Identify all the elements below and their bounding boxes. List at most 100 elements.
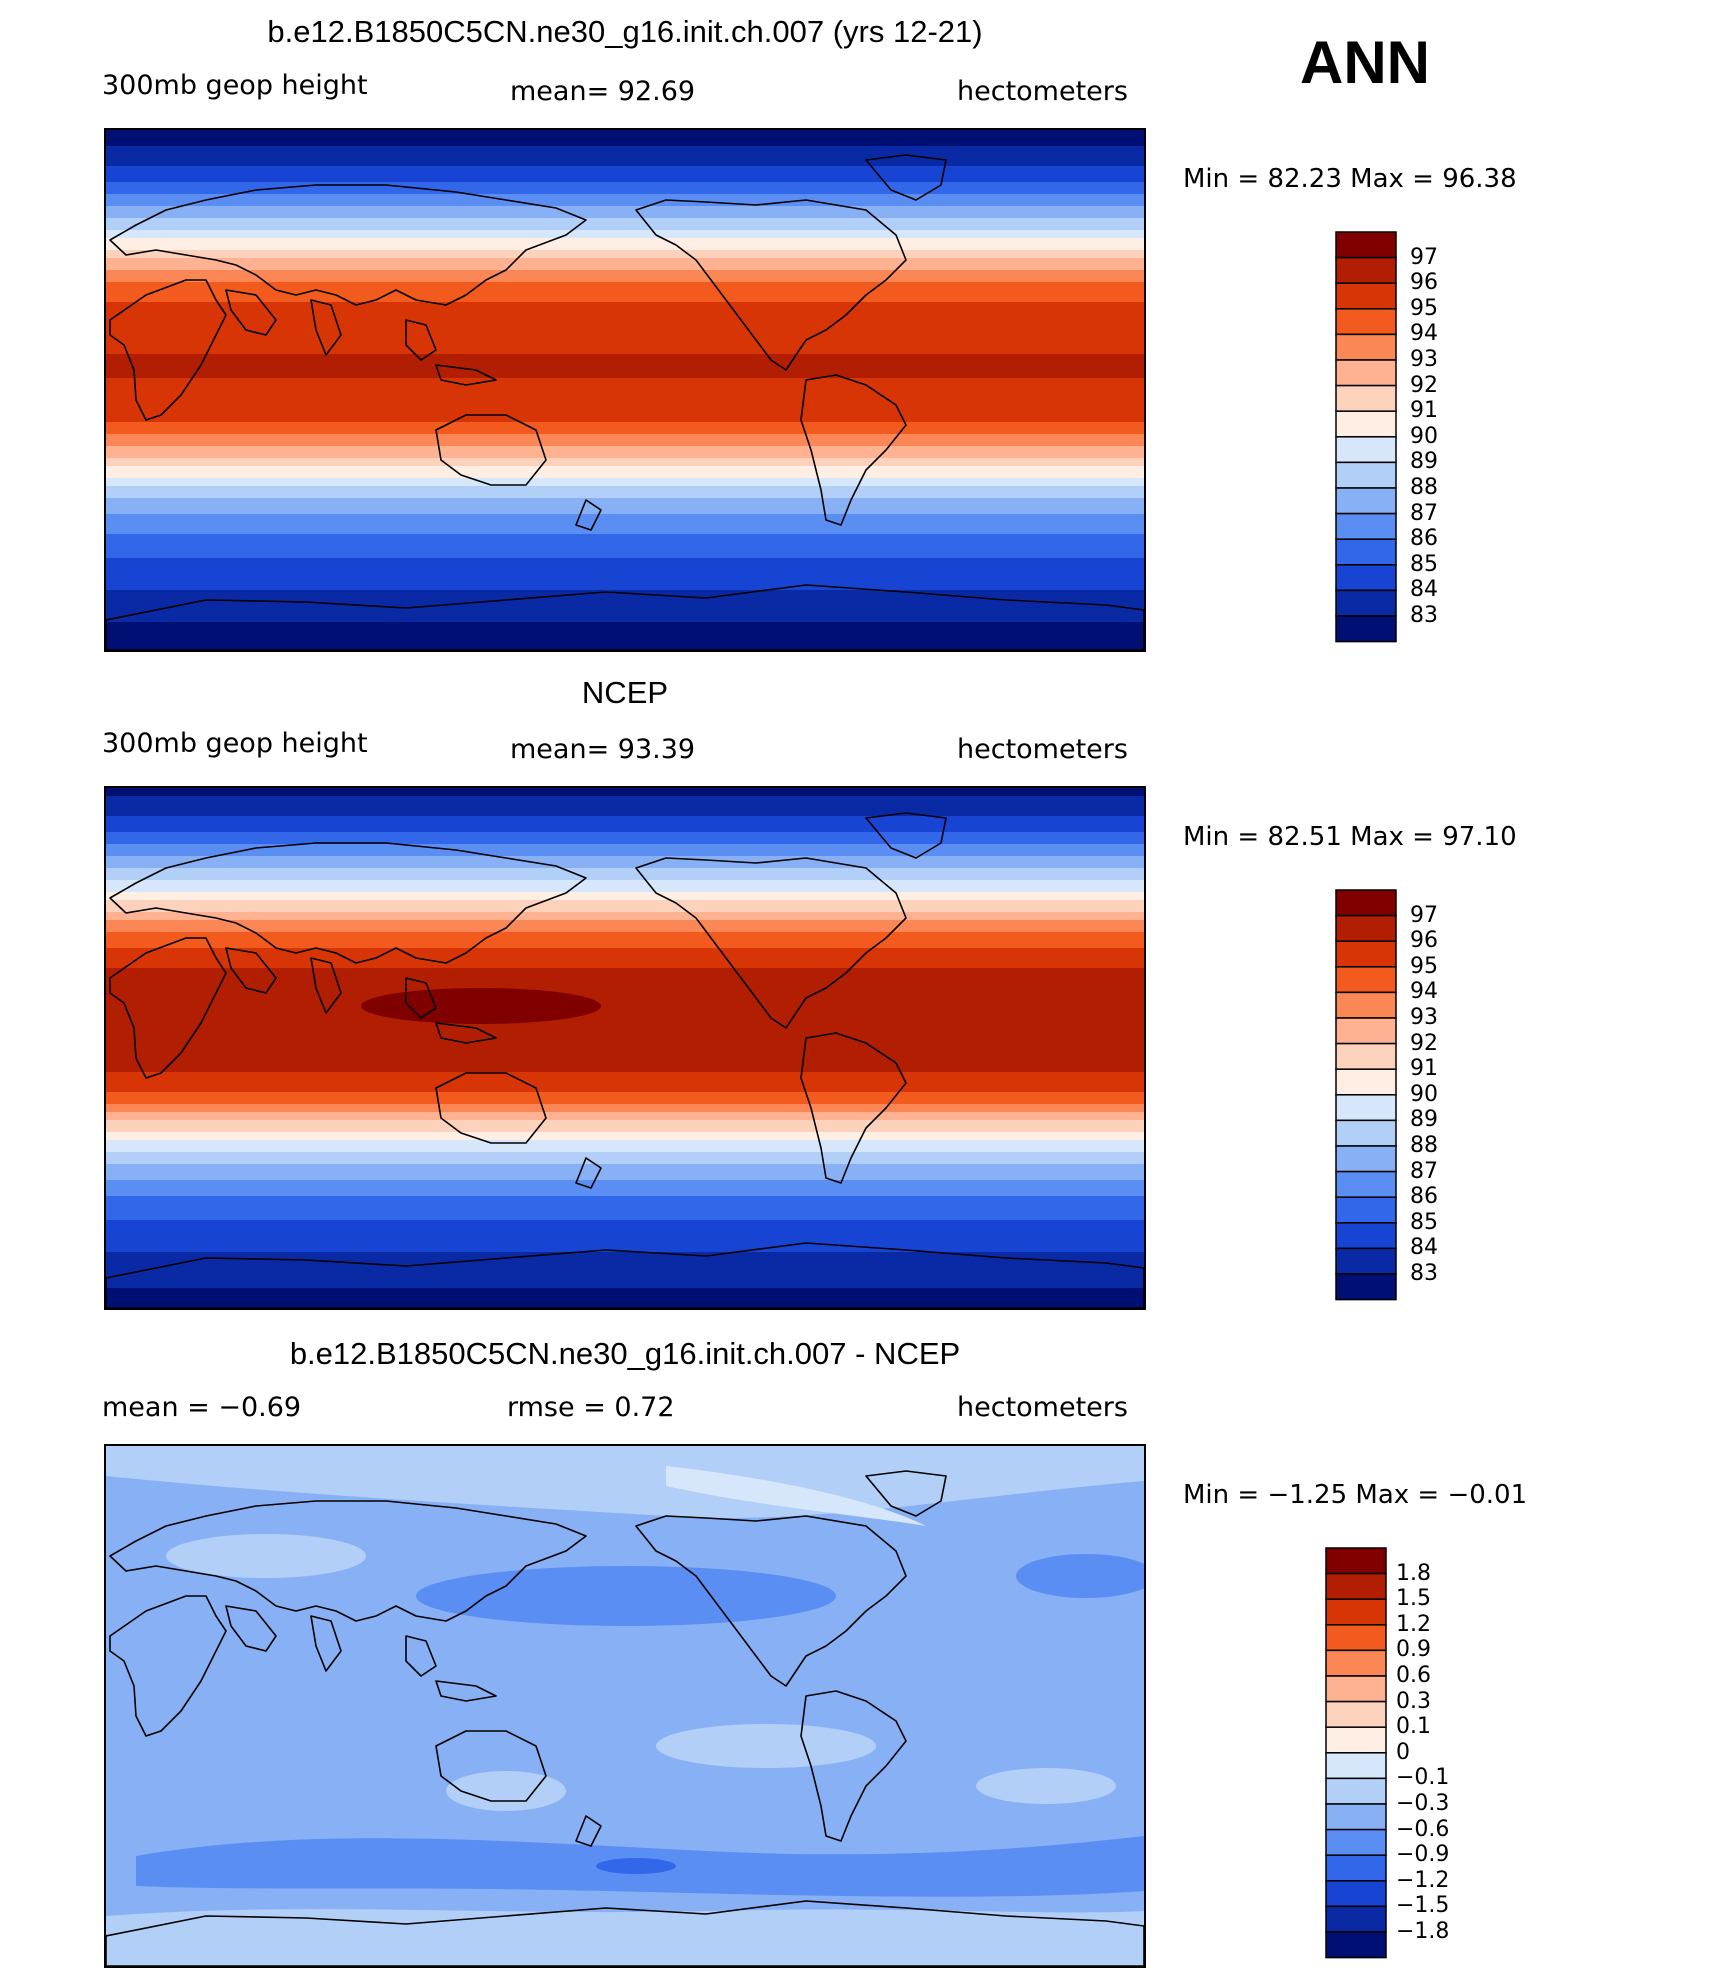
colorbar-swatch: [1335, 1170, 1397, 1198]
colorbar-swatch: [1335, 384, 1397, 412]
colorbar-swatch: [1335, 308, 1397, 336]
colorbar-swatch: [1325, 1803, 1387, 1831]
colorbar-label: 86: [1410, 1184, 1438, 1210]
colorbar-swatch: [1335, 940, 1397, 968]
minmax-model: Min = 82.23 Max = 96.38: [1183, 164, 1517, 194]
colorbar-swatch: [1325, 1905, 1387, 1933]
colorbar-label: 93: [1410, 347, 1438, 372]
map-svg: [106, 788, 1144, 1308]
map-svg: [106, 1446, 1144, 1966]
colorbar-label: 96: [1410, 928, 1438, 954]
colorbar-label: 87: [1410, 1158, 1438, 1184]
colorbar-label: 94: [1410, 321, 1438, 347]
colorbar-label: 91: [1410, 398, 1438, 424]
colorbar-label: 92: [1410, 372, 1438, 398]
colorbar-label: 97: [1410, 244, 1438, 270]
colorbar-swatch: [1335, 538, 1397, 566]
colorbar-swatch: [1335, 1145, 1397, 1173]
colorbar-label: 85: [1410, 551, 1438, 577]
panel-units-diff: hectometers: [957, 1392, 1128, 1423]
colorbar-label: −1.2: [1396, 1867, 1450, 1893]
colorbar-label: 90: [1410, 423, 1438, 449]
colorbar-label: −0.3: [1396, 1791, 1450, 1816]
colorbar-label: 0.1: [1396, 1714, 1431, 1740]
colorbar-swatch: [1325, 1854, 1387, 1882]
panel-left-label-obs: 300mb geop height: [102, 728, 368, 759]
colorbar-swatch: [1325, 1675, 1387, 1703]
minmax-obs: Min = 82.51 Max = 97.10: [1183, 822, 1517, 852]
colorbar-swatch: [1335, 256, 1397, 284]
colorbar-swatch: [1335, 966, 1397, 994]
colorbar-swatch: [1325, 1598, 1387, 1626]
colorbar-label: 87: [1410, 500, 1438, 526]
colorbar-swatch: [1335, 1273, 1397, 1301]
colorbar-swatch: [1335, 1068, 1397, 1096]
colorbar-swatch: [1335, 914, 1397, 942]
colorbar-label: 0: [1396, 1739, 1410, 1765]
colorbar-swatch: [1325, 1649, 1387, 1677]
panel-title-model: b.e12.B1850C5CN.ne30_g16.init.ch.007 (yr…: [267, 14, 983, 49]
panel-rmse-diff: rmse = 0.72: [507, 1392, 675, 1423]
colorbar-swatch: [1335, 282, 1397, 310]
colorbar-swatch: [1325, 1880, 1387, 1908]
panel-left-label-model: 300mb geop height: [102, 70, 368, 101]
colorbar-swatch: [1335, 1196, 1397, 1224]
colorbar-swatch: [1335, 1119, 1397, 1147]
colorbar-swatch: [1335, 564, 1397, 592]
colorbar-swatch: [1325, 1624, 1387, 1652]
colorbar-swatch: [1325, 1777, 1387, 1805]
panel-mean-diff: mean = −0.69: [102, 1392, 302, 1423]
colorbar-label: 83: [1410, 603, 1438, 628]
colorbar-label: 84: [1410, 1235, 1438, 1261]
colorbar-label: 88: [1410, 1133, 1438, 1158]
colorbar-label: 85: [1410, 1209, 1438, 1235]
colorbar-swatch: [1325, 1572, 1387, 1600]
colorbar-label: −0.1: [1396, 1765, 1450, 1791]
colorbar-label: 84: [1410, 577, 1438, 603]
colorbar-swatch: [1335, 333, 1397, 361]
colorbar-swatch: [1335, 991, 1397, 1019]
colorbar-swatch: [1325, 1726, 1387, 1754]
colorbar-label: 1.5: [1396, 1586, 1431, 1612]
minmax-diff: Min = −1.25 Max = −0.01: [1183, 1480, 1528, 1510]
colorbar-swatch: [1335, 487, 1397, 515]
colorbar-label: 97: [1410, 902, 1438, 928]
map-svg: [106, 130, 1144, 650]
colorbar-label: 1.2: [1396, 1611, 1431, 1637]
colorbar-swatch: [1335, 359, 1397, 387]
colorbar-label: 92: [1410, 1030, 1438, 1056]
season-label: ANN: [1300, 29, 1430, 96]
colorbar-swatch: [1335, 461, 1397, 489]
colorbar-label: 88: [1410, 475, 1438, 500]
panel-title-obs: NCEP: [581, 675, 669, 710]
colorbar-swatch: [1325, 1700, 1387, 1728]
colorbar-swatch: [1335, 231, 1397, 259]
colorbar-swatch: [1325, 1752, 1387, 1780]
colorbar-swatch: [1335, 436, 1397, 464]
panel-units-obs: hectometers: [957, 734, 1128, 765]
colorbar-label: −0.9: [1396, 1842, 1450, 1868]
colorbar-label: 94: [1410, 979, 1438, 1005]
colorbar-swatch: [1335, 1222, 1397, 1250]
colorbar-swatch: [1335, 589, 1397, 617]
colorbar-label: 1.8: [1396, 1560, 1431, 1586]
colorbar-label: 90: [1410, 1081, 1438, 1107]
colorbar-swatch: [1335, 410, 1397, 438]
contour-map-model: [104, 128, 1146, 652]
colorbar-swatch: [1335, 1247, 1397, 1275]
colorbar-swatch: [1335, 512, 1397, 540]
colorbar-swatch: [1335, 615, 1397, 643]
panel-mean-obs: mean= 93.39: [510, 734, 696, 765]
colorbar-swatch: [1325, 1828, 1387, 1856]
colorbar-label: 0.3: [1396, 1688, 1431, 1714]
colorbar-label: 96: [1410, 270, 1438, 296]
colorbar-label: 95: [1410, 953, 1438, 979]
colorbar-label: 0.6: [1396, 1663, 1431, 1688]
colorbar-swatch: [1335, 1017, 1397, 1045]
colorbar-swatch: [1325, 1547, 1387, 1575]
colorbar-swatch: [1335, 889, 1397, 917]
colorbar-label: −1.5: [1396, 1893, 1450, 1919]
panel-mean-model: mean= 92.69: [510, 76, 696, 107]
colorbar-label: 89: [1410, 449, 1438, 475]
colorbar-swatch: [1325, 1931, 1387, 1959]
